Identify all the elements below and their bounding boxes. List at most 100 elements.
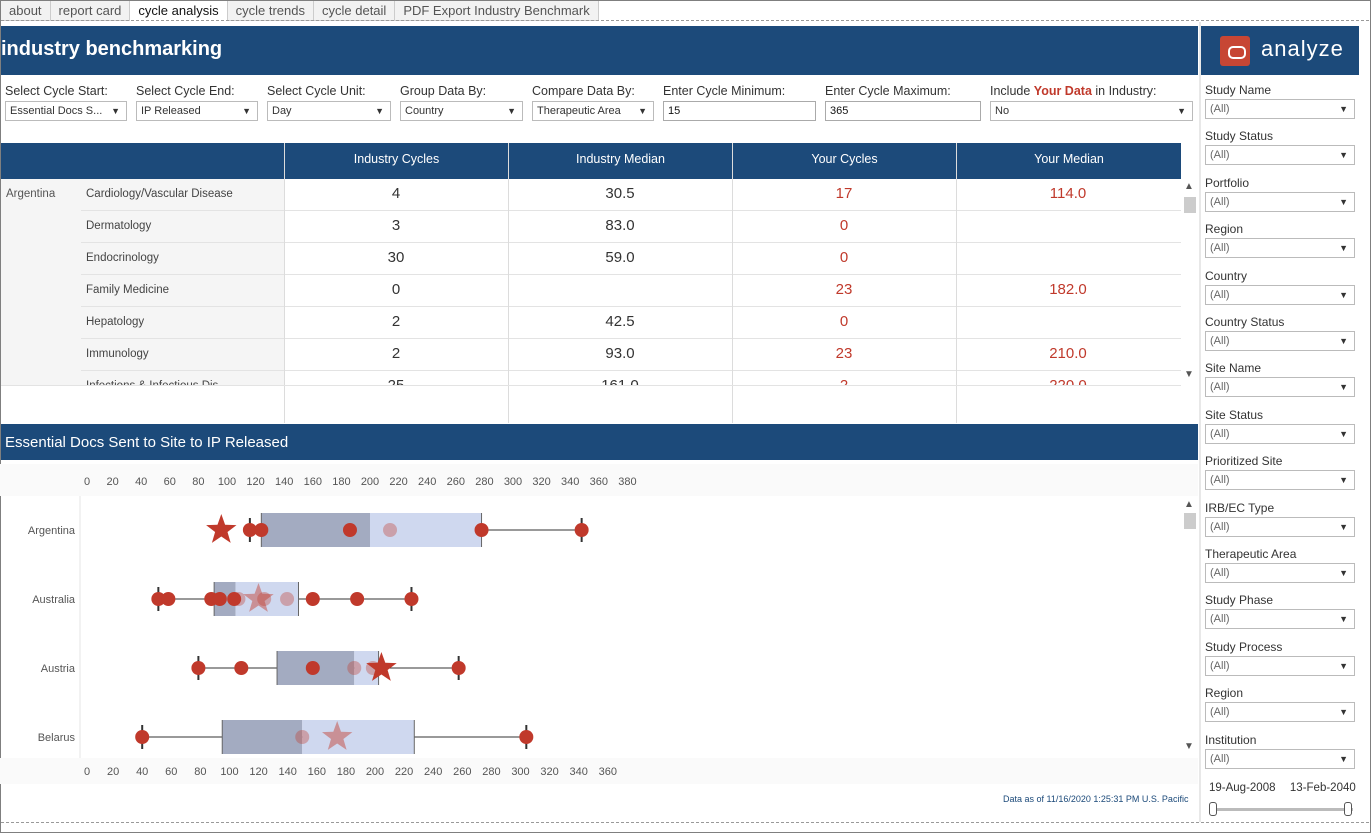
right-filter-label: Site Status (1205, 407, 1264, 422)
tab-cycle-detail[interactable]: cycle detail (314, 1, 396, 21)
scroll-down-icon[interactable]: ▼ (1184, 741, 1194, 752)
axis-tick-label: 300 (504, 476, 522, 488)
row-country: Argentina (6, 188, 56, 200)
logo: analyze (1201, 26, 1359, 75)
right-filter-dropdown[interactable]: (All) ▼ (1205, 284, 1355, 305)
tab-report-card[interactable]: report card (50, 1, 131, 21)
table-row[interactable]: Dermatology 3 83.0 0 (1, 211, 1181, 243)
col-header[interactable]: Industry Cycles (284, 143, 508, 179)
date-slider-end-handle[interactable] (1344, 802, 1352, 816)
right-filter-dropdown[interactable]: (All) ▼ (1205, 655, 1355, 676)
table-row[interactable]: Hepatology 2 42.5 0 (1, 307, 1181, 339)
dropdown-value: (All) (1210, 195, 1230, 208)
table-row[interactable]: Endocrinology 30 59.0 0 (1, 243, 1181, 275)
cycle-min-input[interactable]: 15 (663, 101, 816, 121)
data-point (242, 523, 257, 537)
date-slider-start-handle[interactable] (1209, 802, 1217, 816)
include-data-dropdown[interactable]: No ▼ (990, 101, 1193, 121)
axis-tick-label: 180 (332, 476, 350, 488)
axis-tick-label: 340 (570, 766, 588, 778)
row-label-belarus: Belarus (38, 732, 76, 744)
col-divider (284, 143, 285, 423)
chart-title: Essential Docs Sent to Site to IP Releas… (5, 434, 289, 451)
median-star (322, 721, 353, 750)
dropdown-value: IP Released (141, 105, 201, 117)
cycle-max-input[interactable]: 365 (825, 101, 981, 121)
right-filter-dropdown[interactable]: (All) ▼ (1205, 516, 1355, 537)
table-body: Argentina Cardiology/Vascular Disease 4 30.… (1, 179, 1181, 385)
filter-label: Enter Cycle Maximum: (825, 84, 951, 98)
scroll-up-icon[interactable]: ▲ (1184, 499, 1194, 510)
right-filter-dropdown[interactable]: (All) ▼ (1205, 145, 1355, 166)
dropdown-value: (All) (1210, 474, 1230, 487)
cycle-start-dropdown[interactable]: Essential Docs S... ▼ (5, 101, 127, 121)
tab-pdf-export-industry-benchmark[interactable]: PDF Export Industry Benchmark (395, 1, 599, 21)
cell-your-median: 182.0 (1049, 281, 1087, 298)
cycle-unit-dropdown[interactable]: Day ▼ (267, 101, 391, 121)
table-row[interactable]: Argentina Cardiology/Vascular Disease 4 30.… (1, 179, 1181, 211)
date-slider-track[interactable] (1213, 808, 1353, 811)
dropdown-arrow-icon: ▼ (111, 106, 120, 116)
col-header[interactable]: Your Cycles (732, 143, 956, 179)
cell-industry-median: 30.5 (605, 185, 635, 202)
col-header[interactable]: Your Median (956, 143, 1181, 179)
table-row[interactable]: Infections & Infectious Dis... 25161.0222… (1, 371, 1181, 385)
chart-scrollbar[interactable]: ▲ ▼ (1182, 497, 1196, 757)
table-row[interactable]: Immunology 2 93.0 23 210.0 (1, 339, 1181, 371)
row-category: Endocrinology (86, 252, 159, 264)
scroll-up-icon[interactable]: ▲ (1184, 181, 1194, 192)
right-filter: Portfolio (All) ▼ (1205, 176, 1355, 212)
row-divider (81, 370, 1181, 371)
filter-label: Select Cycle Unit: (267, 84, 366, 98)
box-upper (302, 720, 415, 754)
axis-tick-label: 120 (249, 766, 267, 778)
right-filter-label: Therapeutic Area (1205, 547, 1297, 561)
right-filter-dropdown[interactable]: (All) ▼ (1205, 423, 1355, 444)
right-filter-dropdown[interactable]: (All) ▼ (1205, 748, 1355, 769)
right-filter-dropdown[interactable]: (All) ▼ (1205, 470, 1355, 491)
right-filter-label: Portfolio (1205, 175, 1250, 190)
right-filter: Institution (All) ▼ (1205, 733, 1355, 769)
right-filter-dropdown[interactable]: (All) ▼ (1205, 377, 1355, 398)
table-row[interactable]: Family Medicine 0 23 182.0 (1, 275, 1181, 307)
right-filter-dropdown[interactable]: (All) ▼ (1205, 331, 1355, 351)
scroll-thumb[interactable] (1184, 197, 1196, 213)
cell-industry-median: 161.0 (508, 377, 732, 385)
right-filter-label: Region (1205, 686, 1244, 701)
dropdown-value: (All) (1210, 659, 1230, 672)
group-by-dropdown[interactable]: Country ▼ (400, 101, 523, 121)
dropdown-arrow-icon: ▼ (1339, 382, 1348, 393)
dropdown-value: (All) (1210, 427, 1230, 440)
axis-tick-label: 100 (220, 766, 238, 778)
filter-cycle-start: Select Cycle Start: Essential Docs S... ▼ (5, 84, 127, 121)
compare-by-dropdown[interactable]: Therapeutic Area ▼ (532, 101, 654, 121)
right-filter-dropdown[interactable]: (All) ▼ (1205, 702, 1355, 723)
scroll-thumb[interactable] (1184, 513, 1196, 529)
axis-tick-label: 200 (366, 766, 384, 778)
right-filter: Site Status (All) ▼ (1205, 408, 1355, 444)
tab-cycle-trends[interactable]: cycle trends (227, 1, 314, 21)
dropdown-arrow-icon: ▼ (375, 106, 384, 116)
row-label-australia: Australia (32, 594, 76, 606)
data-point (191, 661, 206, 675)
right-filter: Country Status (All) ▼ (1205, 315, 1355, 351)
axis-tick-label: 80 (194, 766, 206, 778)
dropdown-arrow-icon: ▼ (1339, 336, 1348, 346)
right-filter-dropdown[interactable]: (All) ▼ (1205, 238, 1355, 259)
dropdown-value: No (995, 105, 1010, 117)
data-point (254, 523, 269, 537)
right-filter-dropdown[interactable]: (All) ▼ (1205, 563, 1355, 583)
table-scrollbar[interactable]: ▲ ▼ (1182, 179, 1196, 385)
right-filter-dropdown[interactable]: (All) ▼ (1205, 99, 1355, 119)
right-filter-dropdown[interactable]: (All) ▼ (1205, 191, 1355, 212)
dropdown-arrow-icon: ▼ (1339, 521, 1348, 532)
data-timestamp: Data as of 11/16/2020 1:25:31 PM U.S. Pa… (1003, 794, 1189, 804)
col-header[interactable]: Industry Median (508, 143, 732, 179)
tab-cycle-analysis[interactable]: cycle analysis (130, 1, 228, 21)
scroll-down-icon[interactable]: ▼ (1184, 369, 1194, 380)
right-filter-label: Country (1205, 268, 1248, 283)
tab-about[interactable]: about (1, 1, 51, 21)
axis-tick-label: 0 (84, 766, 90, 778)
right-filter-dropdown[interactable]: (All) ▼ (1205, 609, 1355, 630)
cycle-end-dropdown[interactable]: IP Released ▼ (136, 101, 258, 121)
